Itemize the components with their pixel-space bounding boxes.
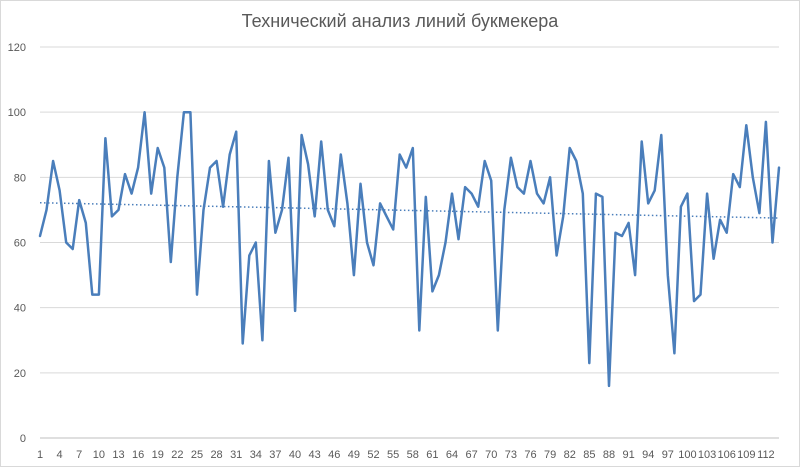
x-tick-label: 91 <box>622 449 634 461</box>
x-tick-label: 25 <box>191 449 203 461</box>
x-tick-label: 76 <box>524 449 536 461</box>
y-tick-label: 40 <box>14 303 26 315</box>
x-tick-label: 4 <box>57 449 63 461</box>
x-tick-label: 79 <box>544 449 556 461</box>
x-tick-label: 34 <box>250 449 262 461</box>
series-line <box>38 110 781 388</box>
x-tick-label: 10 <box>93 449 105 461</box>
x-tick-label: 49 <box>348 449 360 461</box>
y-tick-label: 20 <box>14 368 26 380</box>
x-tick-label: 67 <box>466 449 478 461</box>
y-tick-label: 120 <box>8 42 26 54</box>
x-tick-label: 37 <box>269 449 281 461</box>
y-tick-label: 100 <box>8 107 26 119</box>
x-tick-label: 100 <box>678 449 696 461</box>
x-tick-label: 106 <box>718 449 736 461</box>
x-tick-label: 94 <box>642 449 654 461</box>
x-tick-label: 58 <box>407 449 419 461</box>
x-tick-label: 13 <box>112 449 124 461</box>
x-tick-label: 40 <box>289 449 301 461</box>
y-tick-label: 60 <box>14 238 26 250</box>
x-tick-label: 70 <box>485 449 497 461</box>
x-tick-label: 31 <box>230 449 242 461</box>
x-tick-label: 55 <box>387 449 399 461</box>
x-tick-label: 103 <box>698 449 716 461</box>
x-tick-label: 61 <box>426 449 438 461</box>
x-tick-label: 109 <box>737 449 755 461</box>
trendline <box>39 201 780 219</box>
x-tick-label: 43 <box>309 449 321 461</box>
x-tick-label: 73 <box>505 449 517 461</box>
x-tick-label: 82 <box>564 449 576 461</box>
x-tick-label: 88 <box>603 449 615 461</box>
y-tick-label: 80 <box>14 172 26 184</box>
x-tick-label: 22 <box>171 449 183 461</box>
x-tick-label: 16 <box>132 449 144 461</box>
x-tick-label: 85 <box>583 449 595 461</box>
x-tick-label: 46 <box>328 449 340 461</box>
x-tick-label: 64 <box>446 449 458 461</box>
x-tick-label: 28 <box>210 449 222 461</box>
x-tick-label: 112 <box>757 449 775 461</box>
chart-title: Технический анализ линий букмекера <box>241 11 559 31</box>
x-tick-label: 7 <box>76 449 82 461</box>
x-tick-label: 19 <box>152 449 164 461</box>
x-tick-label: 97 <box>662 449 674 461</box>
x-tick-label: 1 <box>37 449 43 461</box>
y-tick-label: 0 <box>20 433 26 445</box>
x-tick-label: 52 <box>367 449 379 461</box>
